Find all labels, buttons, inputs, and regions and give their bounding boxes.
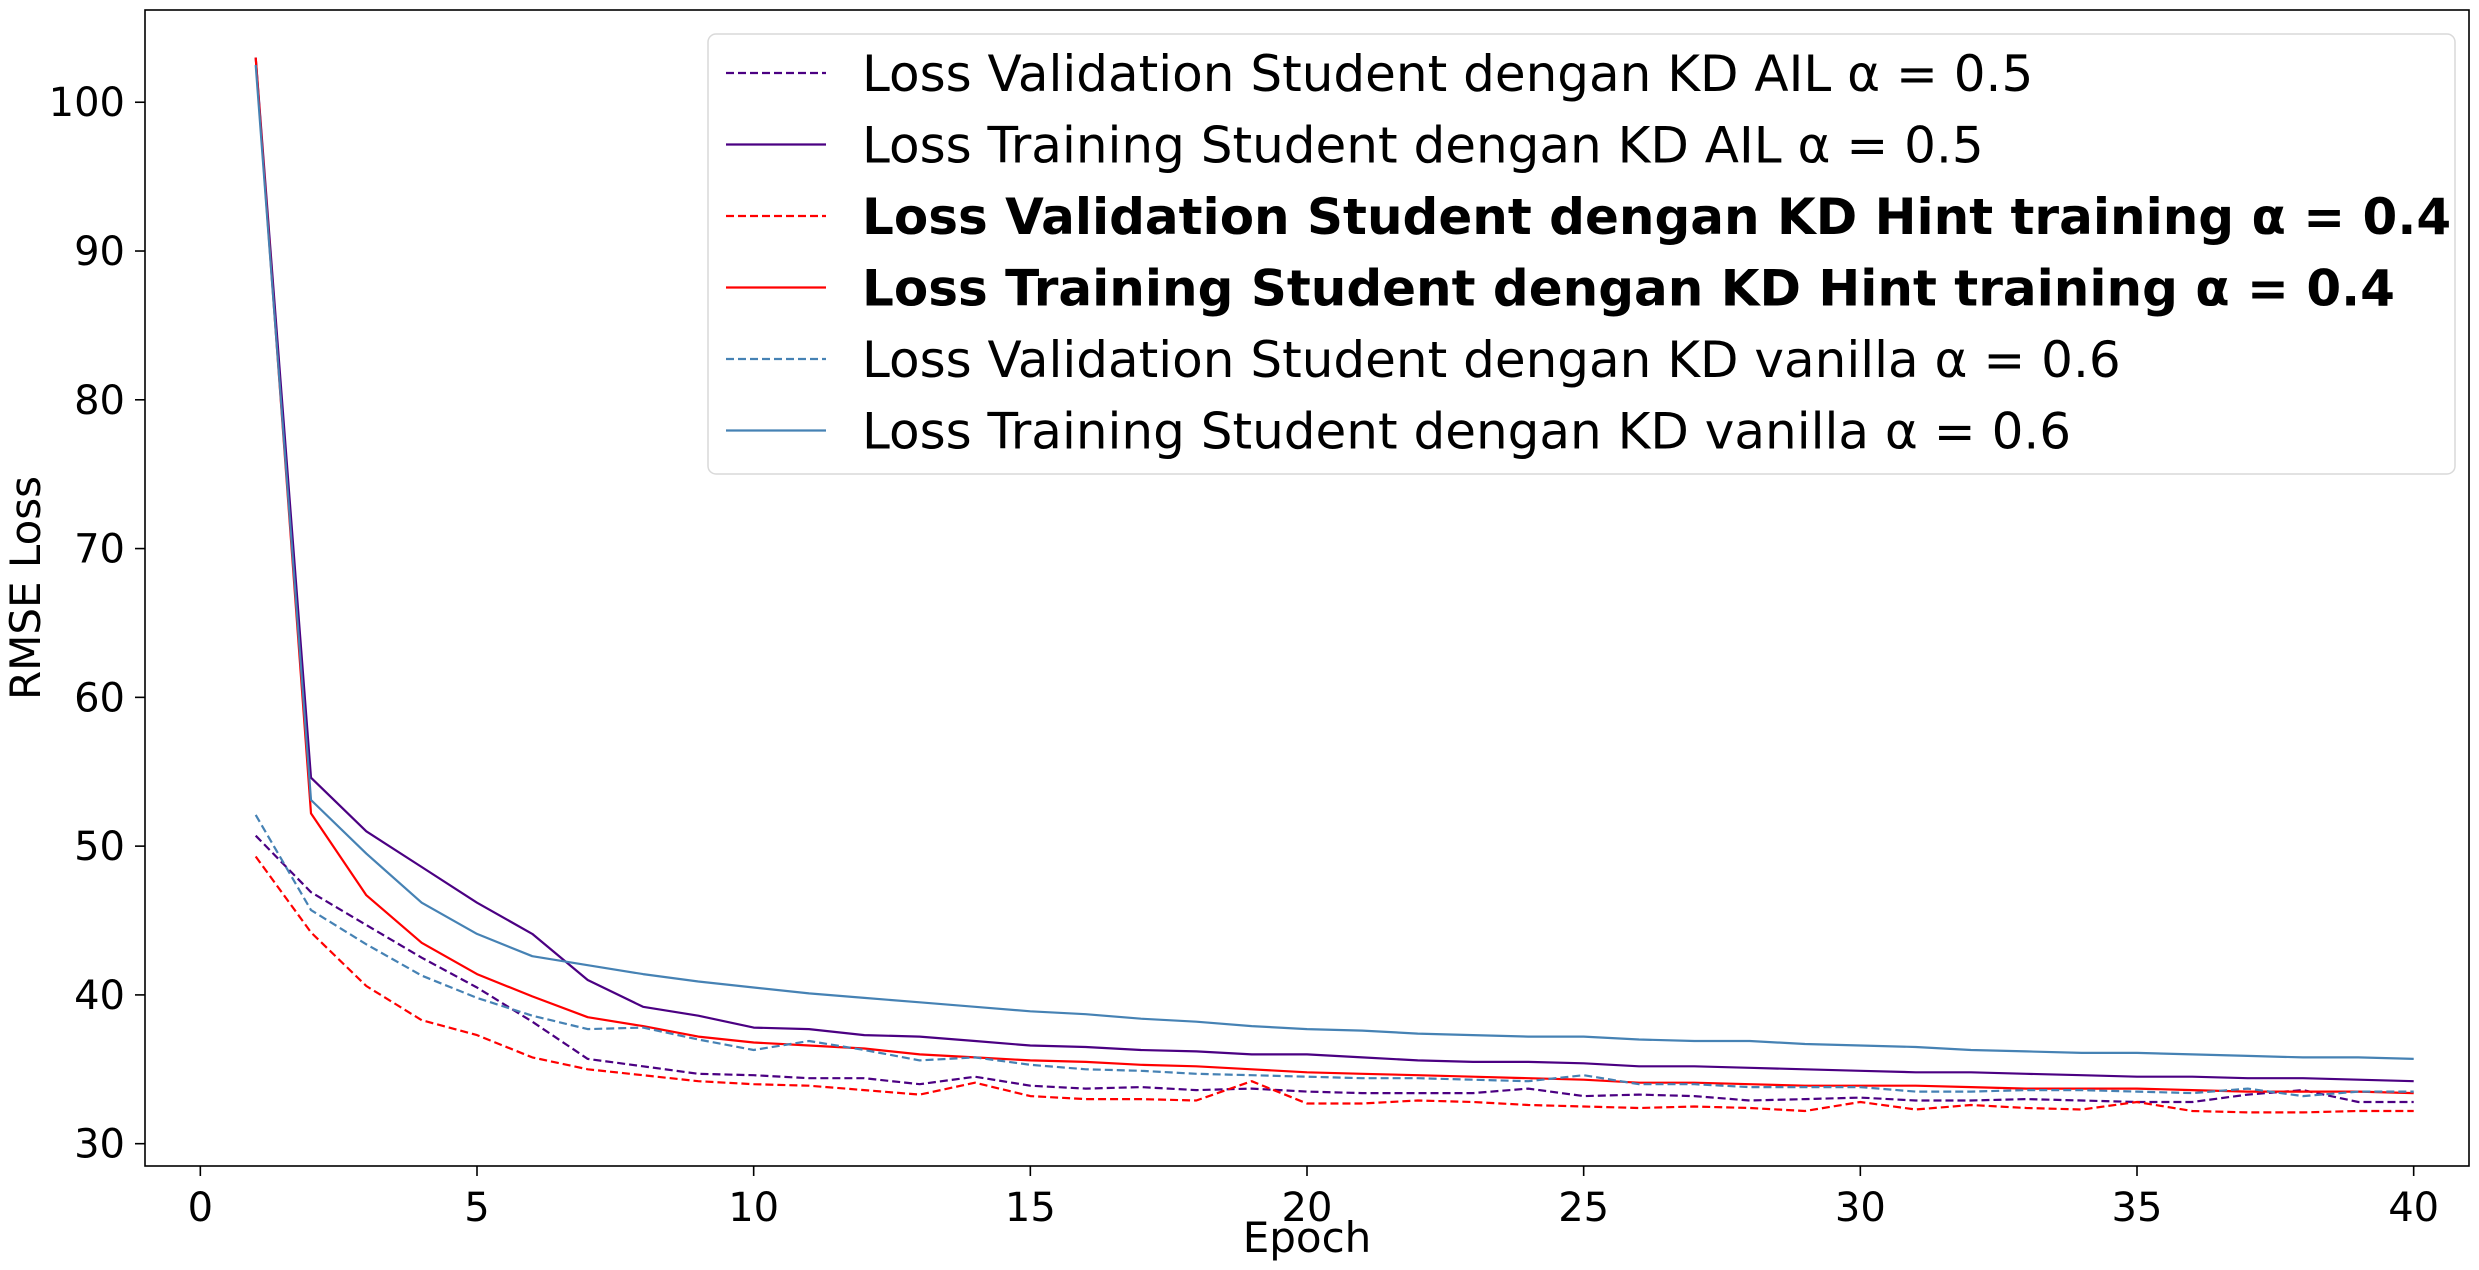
legend-label-2: Loss Training Student dengan KD AIL α = … bbox=[862, 117, 1984, 175]
y-tick-label: 80 bbox=[74, 378, 125, 424]
series-line-6 bbox=[254, 64, 2414, 1060]
x-tick-label: 25 bbox=[1558, 1185, 1609, 1231]
y-tick-label: 60 bbox=[74, 675, 125, 721]
x-tick-label: 10 bbox=[728, 1185, 779, 1231]
series-line-5 bbox=[254, 814, 2414, 1098]
y-tick-label: 100 bbox=[49, 80, 125, 126]
series-line-4 bbox=[254, 57, 2414, 1095]
y-tick-label: 70 bbox=[74, 527, 125, 573]
legend-label-6: Loss Training Student dengan KD vanilla … bbox=[862, 403, 2071, 461]
y-tick-label: 30 bbox=[74, 1122, 125, 1168]
x-tick-label: 35 bbox=[2112, 1185, 2163, 1231]
y-axis-label: RMSE Loss bbox=[1, 476, 50, 700]
x-axis-ticks: 0 5 10 15 20 25 30 35 40 bbox=[188, 1166, 2439, 1231]
legend-label-1: Loss Validation Student dengan KD AIL α … bbox=[862, 45, 2033, 103]
legend-label-4: Loss Training Student dengan KD Hint tra… bbox=[862, 260, 2395, 318]
x-axis-label: Epoch bbox=[1243, 1213, 1372, 1262]
x-tick-label: 5 bbox=[464, 1185, 489, 1231]
legend-entries: Loss Validation Student dengan KD AIL α … bbox=[726, 45, 2451, 461]
y-tick-label: 90 bbox=[74, 229, 125, 275]
x-tick-label: 40 bbox=[2388, 1185, 2439, 1231]
series-line-1 bbox=[254, 834, 2414, 1104]
series-lines bbox=[254, 57, 2414, 1114]
x-tick-label: 0 bbox=[188, 1185, 213, 1231]
legend-label-5: Loss Validation Student dengan KD vanill… bbox=[862, 331, 2121, 389]
x-tick-label: 30 bbox=[1835, 1185, 1886, 1231]
y-axis-ticks: 30 40 50 60 70 80 90 100 bbox=[49, 80, 145, 1168]
x-tick-label: 15 bbox=[1005, 1185, 1056, 1231]
legend-frame bbox=[707, 33, 2456, 475]
y-tick-label: 50 bbox=[74, 824, 125, 870]
series-line-3 bbox=[254, 855, 2414, 1114]
x-tick-label: 20 bbox=[1282, 1185, 1333, 1231]
legend: Loss Validation Student dengan KD AIL α … bbox=[707, 33, 2456, 475]
series-line-2 bbox=[254, 57, 2414, 1083]
legend-label-3: Loss Validation Student dengan KD Hint t… bbox=[862, 188, 2451, 246]
y-tick-label: 40 bbox=[74, 973, 125, 1019]
